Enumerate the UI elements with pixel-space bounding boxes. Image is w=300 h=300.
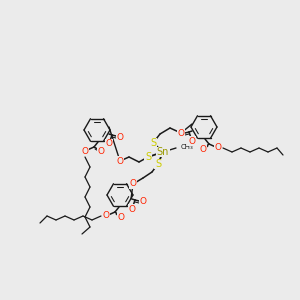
Text: S: S <box>145 152 151 162</box>
Text: Sn: Sn <box>157 147 169 157</box>
Text: O: O <box>118 212 124 221</box>
Text: O: O <box>188 136 196 146</box>
Text: S: S <box>150 138 156 148</box>
Text: O: O <box>82 146 88 155</box>
Text: O: O <box>116 133 124 142</box>
Text: O: O <box>116 157 124 166</box>
Text: O: O <box>103 212 110 220</box>
Text: O: O <box>130 179 136 188</box>
Text: O: O <box>106 140 112 148</box>
Text: O: O <box>128 205 136 214</box>
Text: O: O <box>178 130 184 139</box>
Text: O: O <box>140 197 146 206</box>
Text: S: S <box>155 159 161 169</box>
Text: O: O <box>214 143 221 152</box>
Text: O: O <box>200 145 206 154</box>
Text: O: O <box>98 146 104 155</box>
Text: O: O <box>178 128 184 137</box>
Text: CH₃: CH₃ <box>181 144 194 150</box>
